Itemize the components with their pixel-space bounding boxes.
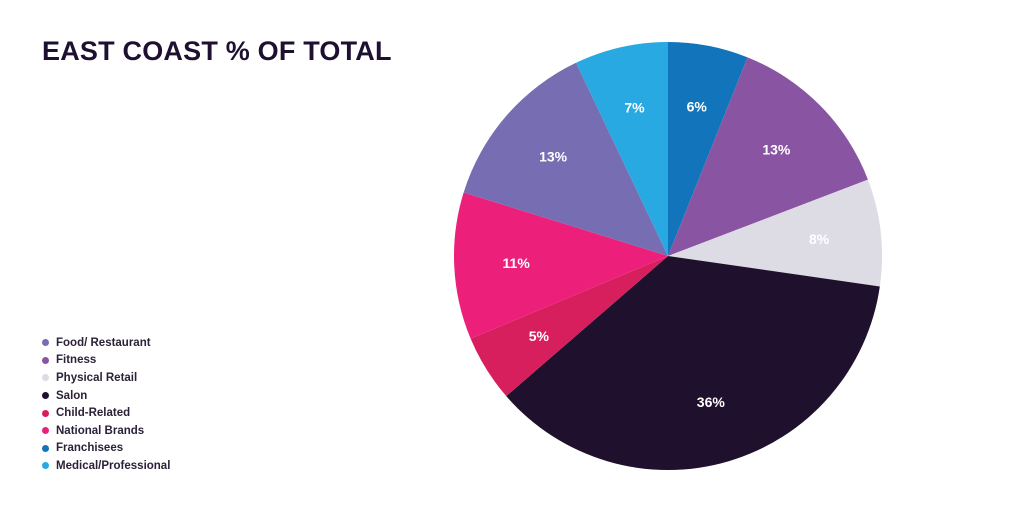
- pie-slice-medical-professional: [576, 42, 668, 256]
- legend-item-physical-retail: Physical Retail: [42, 369, 170, 387]
- pie-slice-franchisees: [668, 42, 748, 256]
- pie-slice-child-related: [470, 256, 668, 397]
- legend-label-salon: Salon: [56, 389, 88, 402]
- pie-slice-physical-retail: [668, 179, 882, 287]
- legend-item-fitness: Fitness: [42, 352, 170, 370]
- chart-legend: Food/ Restaurant Fitness Physical Retail Sa…: [42, 334, 170, 475]
- slice-label-salon: 36%: [697, 394, 726, 410]
- slice-label-food-restaurant: 13%: [539, 148, 568, 164]
- legend-swatch-salon: [42, 392, 49, 400]
- legend-item-medical-professional: Medical/Professional: [42, 457, 170, 475]
- pie-slice-salon: [506, 256, 880, 470]
- legend-item-food-restaurant: Food/ Restaurant: [42, 334, 170, 352]
- legend-label-food-restaurant: Food/ Restaurant: [56, 336, 151, 349]
- slice-label-physical-retail: 8%: [809, 231, 830, 247]
- slice-label-child-related: 5%: [529, 328, 550, 344]
- slice-label-fitness: 13%: [762, 141, 791, 157]
- legend-swatch-national-brands: [42, 427, 49, 435]
- legend-label-physical-retail: Physical Retail: [56, 371, 138, 384]
- legend-item-child-related: Child-Related: [42, 404, 170, 422]
- pie-slice-food-restaurant: [463, 62, 668, 257]
- legend-label-fitness: Fitness: [56, 354, 97, 367]
- legend-swatch-physical-retail: [42, 374, 49, 382]
- legend-swatch-medical-professional: [42, 462, 49, 470]
- legend-label-medical-professional: Medical/Professional: [56, 459, 171, 472]
- slice-label-medical-professional: 7%: [624, 100, 645, 116]
- pie-slice-fitness: [668, 57, 868, 257]
- slice-label-franchisees: 6%: [687, 99, 708, 115]
- legend-swatch-child-related: [42, 409, 49, 417]
- legend-swatch-fitness: [42, 356, 49, 364]
- legend-label-national-brands: National Brands: [56, 424, 145, 437]
- legend-label-franchisees: Franchisees: [56, 442, 124, 455]
- slice-label-national-brands: 11%: [503, 255, 531, 271]
- legend-item-salon: Salon: [42, 387, 170, 405]
- legend-item-franchisees: Franchisees: [42, 440, 170, 458]
- legend-swatch-franchisees: [42, 444, 49, 452]
- pie-slice-national-brands: [453, 192, 668, 339]
- legend-label-child-related: Child-Related: [56, 407, 131, 420]
- chart-title: EAST COAST % OF TOTAL: [42, 36, 392, 66]
- legend-item-national-brands: National Brands: [42, 422, 170, 440]
- legend-swatch-food-restaurant: [42, 339, 49, 347]
